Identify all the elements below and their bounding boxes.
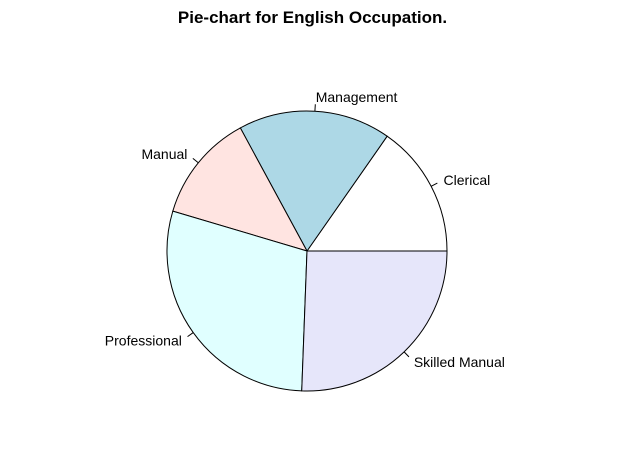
pie-slice-management (239, 110, 388, 252)
pie-slice-manual (172, 127, 309, 252)
slice-label-manual: Manual (141, 146, 187, 162)
slice-label-professional: Professional (105, 333, 182, 349)
leader-line-manual (192, 157, 199, 164)
leader-line-skilled-manual (403, 351, 410, 358)
leader-line-professional (187, 332, 194, 338)
slice-label-skilled-manual: Skilled Manual (414, 354, 505, 370)
pie-slice-skilled-manual (301, 250, 448, 392)
leader-line-clerical (430, 182, 438, 187)
slice-label-clerical: Clerical (444, 172, 491, 188)
chart-title: Pie-chart for English Occupation. (177, 8, 448, 27)
slice-label-management: Management (316, 89, 398, 105)
